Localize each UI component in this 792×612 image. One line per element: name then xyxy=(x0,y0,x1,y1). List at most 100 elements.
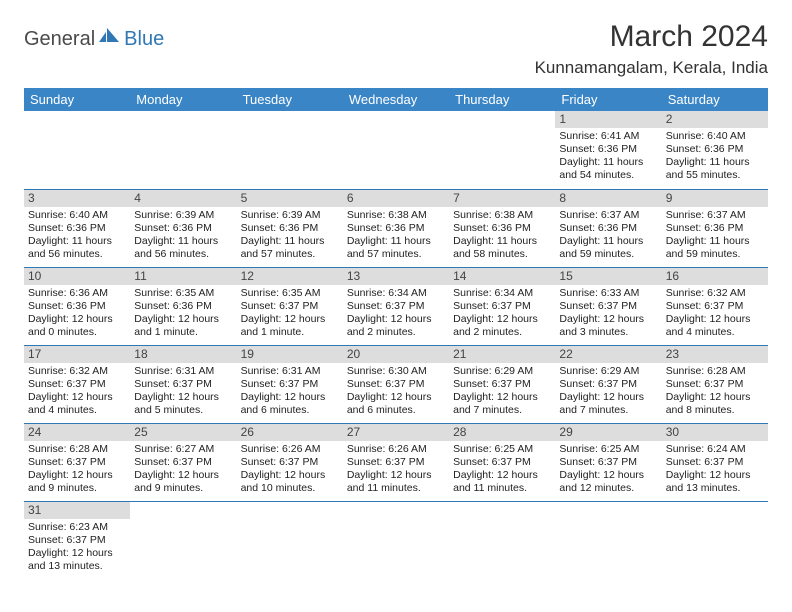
flag-icon xyxy=(99,28,121,51)
sunset-text: Sunset: 6:37 PM xyxy=(666,456,764,469)
daylight-text: Daylight: 11 hours and 56 minutes. xyxy=(134,235,232,261)
sunrise-text: Sunrise: 6:39 AM xyxy=(241,209,339,222)
calendar-cell: 26Sunrise: 6:26 AMSunset: 6:37 PMDayligh… xyxy=(237,423,343,501)
calendar-cell xyxy=(449,111,555,189)
sunrise-text: Sunrise: 6:25 AM xyxy=(559,443,657,456)
daylight-text: Daylight: 12 hours and 13 minutes. xyxy=(28,547,126,573)
calendar-body: 1Sunrise: 6:41 AMSunset: 6:36 PMDaylight… xyxy=(24,111,768,579)
calendar-cell xyxy=(130,501,236,579)
sunset-text: Sunset: 6:36 PM xyxy=(28,300,126,313)
calendar-cell xyxy=(24,111,130,189)
sunset-text: Sunset: 6:36 PM xyxy=(559,143,657,156)
dayhead-sun: Sunday xyxy=(24,88,130,111)
page: General Blue March 2024 Kunnamangalam, K… xyxy=(0,0,792,579)
sunset-text: Sunset: 6:37 PM xyxy=(134,456,232,469)
day-number: 15 xyxy=(555,268,661,285)
calendar-cell xyxy=(449,501,555,579)
calendar-cell: 27Sunrise: 6:26 AMSunset: 6:37 PMDayligh… xyxy=(343,423,449,501)
day-number: 6 xyxy=(343,190,449,207)
calendar-cell: 6Sunrise: 6:38 AMSunset: 6:36 PMDaylight… xyxy=(343,189,449,267)
day-number: 3 xyxy=(24,190,130,207)
sunrise-text: Sunrise: 6:40 AM xyxy=(28,209,126,222)
daylight-text: Daylight: 12 hours and 0 minutes. xyxy=(28,313,126,339)
calendar-cell: 24Sunrise: 6:28 AMSunset: 6:37 PMDayligh… xyxy=(24,423,130,501)
sunrise-text: Sunrise: 6:35 AM xyxy=(241,287,339,300)
sunrise-text: Sunrise: 6:29 AM xyxy=(453,365,551,378)
day-number: 8 xyxy=(555,190,661,207)
sunrise-text: Sunrise: 6:37 AM xyxy=(559,209,657,222)
daylight-text: Daylight: 11 hours and 58 minutes. xyxy=(453,235,551,261)
sunrise-text: Sunrise: 6:36 AM xyxy=(28,287,126,300)
calendar-cell: 18Sunrise: 6:31 AMSunset: 6:37 PMDayligh… xyxy=(130,345,236,423)
location-text: Kunnamangalam, Kerala, India xyxy=(535,58,768,78)
daylight-text: Daylight: 12 hours and 2 minutes. xyxy=(453,313,551,339)
sunrise-text: Sunrise: 6:31 AM xyxy=(134,365,232,378)
brand-text-1: General xyxy=(24,28,95,51)
daylight-text: Daylight: 12 hours and 1 minute. xyxy=(134,313,232,339)
daylight-text: Daylight: 11 hours and 55 minutes. xyxy=(666,156,764,182)
calendar-cell: 8Sunrise: 6:37 AMSunset: 6:36 PMDaylight… xyxy=(555,189,661,267)
day-number: 17 xyxy=(24,346,130,363)
brand-logo: General Blue xyxy=(24,28,164,51)
day-number: 21 xyxy=(449,346,555,363)
sunset-text: Sunset: 6:37 PM xyxy=(347,456,445,469)
calendar-cell: 17Sunrise: 6:32 AMSunset: 6:37 PMDayligh… xyxy=(24,345,130,423)
sunset-text: Sunset: 6:37 PM xyxy=(559,300,657,313)
daylight-text: Daylight: 12 hours and 8 minutes. xyxy=(666,391,764,417)
sunrise-text: Sunrise: 6:38 AM xyxy=(347,209,445,222)
sunset-text: Sunset: 6:37 PM xyxy=(241,378,339,391)
calendar-row: 1Sunrise: 6:41 AMSunset: 6:36 PMDaylight… xyxy=(24,111,768,189)
calendar-cell: 31Sunrise: 6:23 AMSunset: 6:37 PMDayligh… xyxy=(24,501,130,579)
sunset-text: Sunset: 6:36 PM xyxy=(28,222,126,235)
sunset-text: Sunset: 6:36 PM xyxy=(134,300,232,313)
sunset-text: Sunset: 6:37 PM xyxy=(559,378,657,391)
sunrise-text: Sunrise: 6:40 AM xyxy=(666,130,764,143)
day-number: 25 xyxy=(130,424,236,441)
calendar-cell: 1Sunrise: 6:41 AMSunset: 6:36 PMDaylight… xyxy=(555,111,661,189)
calendar-row: 24Sunrise: 6:28 AMSunset: 6:37 PMDayligh… xyxy=(24,423,768,501)
sunset-text: Sunset: 6:37 PM xyxy=(28,534,126,547)
sunset-text: Sunset: 6:37 PM xyxy=(453,378,551,391)
day-number: 1 xyxy=(555,111,661,128)
daylight-text: Daylight: 12 hours and 7 minutes. xyxy=(453,391,551,417)
day-number: 31 xyxy=(24,502,130,519)
day-number: 30 xyxy=(662,424,768,441)
sunset-text: Sunset: 6:37 PM xyxy=(559,456,657,469)
dayhead-sat: Saturday xyxy=(662,88,768,111)
day-number: 14 xyxy=(449,268,555,285)
sunset-text: Sunset: 6:37 PM xyxy=(28,456,126,469)
sunrise-text: Sunrise: 6:32 AM xyxy=(28,365,126,378)
calendar-cell: 11Sunrise: 6:35 AMSunset: 6:36 PMDayligh… xyxy=(130,267,236,345)
calendar-cell xyxy=(130,111,236,189)
sunrise-text: Sunrise: 6:30 AM xyxy=(347,365,445,378)
sunset-text: Sunset: 6:37 PM xyxy=(241,300,339,313)
day-number: 7 xyxy=(449,190,555,207)
sunrise-text: Sunrise: 6:24 AM xyxy=(666,443,764,456)
daylight-text: Daylight: 12 hours and 5 minutes. xyxy=(134,391,232,417)
day-number: 11 xyxy=(130,268,236,285)
day-number: 9 xyxy=(662,190,768,207)
daylight-text: Daylight: 12 hours and 7 minutes. xyxy=(559,391,657,417)
day-number: 16 xyxy=(662,268,768,285)
sunrise-text: Sunrise: 6:26 AM xyxy=(241,443,339,456)
sunset-text: Sunset: 6:37 PM xyxy=(28,378,126,391)
sunrise-text: Sunrise: 6:32 AM xyxy=(666,287,764,300)
daylight-text: Daylight: 12 hours and 12 minutes. xyxy=(559,469,657,495)
sunrise-text: Sunrise: 6:33 AM xyxy=(559,287,657,300)
calendar-cell: 30Sunrise: 6:24 AMSunset: 6:37 PMDayligh… xyxy=(662,423,768,501)
daylight-text: Daylight: 12 hours and 4 minutes. xyxy=(666,313,764,339)
daylight-text: Daylight: 12 hours and 9 minutes. xyxy=(134,469,232,495)
sunset-text: Sunset: 6:36 PM xyxy=(666,143,764,156)
calendar-cell: 20Sunrise: 6:30 AMSunset: 6:37 PMDayligh… xyxy=(343,345,449,423)
calendar-cell: 21 Sunrise: 6:29 AMSunset: 6:37 PMDayligh… xyxy=(449,345,555,423)
daylight-text: Daylight: 12 hours and 11 minutes. xyxy=(453,469,551,495)
sunset-text: Sunset: 6:36 PM xyxy=(666,222,764,235)
brand-text-2: Blue xyxy=(124,28,164,51)
sunrise-text: Sunrise: 6:38 AM xyxy=(453,209,551,222)
day-number: 2 xyxy=(662,111,768,128)
sunset-text: Sunset: 6:36 PM xyxy=(347,222,445,235)
calendar-row: 3Sunrise: 6:40 AMSunset: 6:36 PMDaylight… xyxy=(24,189,768,267)
sunrise-text: Sunrise: 6:28 AM xyxy=(666,365,764,378)
daylight-text: Daylight: 12 hours and 1 minute. xyxy=(241,313,339,339)
sunset-text: Sunset: 6:36 PM xyxy=(134,222,232,235)
